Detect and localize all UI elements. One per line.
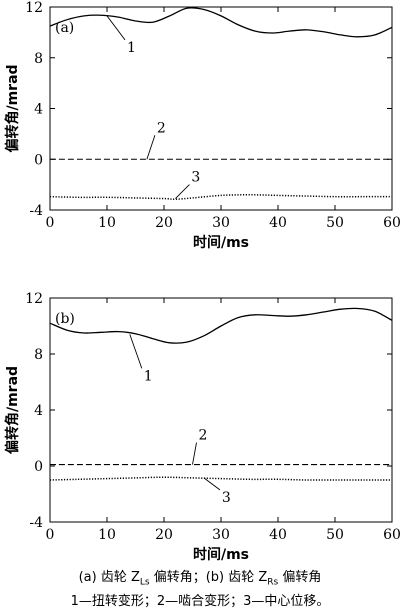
caption-a-subscript: Ls — [139, 577, 150, 588]
panel-label-b: (b) — [55, 311, 75, 327]
series-line-1-a — [49, 7, 393, 38]
x-tick-label-a: 40 — [269, 215, 287, 231]
y-tick-label-a: 8 — [34, 51, 43, 67]
x-axis-label-a: 时间/ms — [193, 234, 249, 251]
y-tick-label-a: 12 — [25, 0, 43, 16]
x-tick-label-b: 10 — [98, 527, 116, 543]
x-tick-label-b: 50 — [326, 527, 344, 543]
y-axis-label-a: 偏转角/mrad — [4, 64, 21, 152]
caption-b-tail: 偏转角 — [278, 570, 322, 585]
y-tick-label-a: -4 — [29, 203, 43, 219]
series-line-3-a — [49, 194, 392, 200]
caption-a-label: (a) 齿轮 Z — [78, 570, 140, 585]
annotation-leader-1-a — [106, 15, 126, 41]
x-tick-label-b: 30 — [212, 527, 230, 543]
annotation-leader-2-a — [146, 135, 156, 160]
annotation-leader-3-a — [175, 184, 190, 199]
annotation-label-2-a: 2 — [157, 120, 166, 136]
annotation-leader-1-b — [129, 334, 143, 369]
series-line-1-b — [49, 307, 393, 344]
figure-caption-line2: 1—扭转变形；2—啮合变形；3—中心位移。 — [70, 594, 330, 609]
annotation-label-3-b: 3 — [222, 490, 231, 506]
annotation-label-1-b: 1 — [144, 368, 153, 384]
x-tick-label-a: 0 — [46, 215, 55, 231]
y-tick-label-b: 4 — [34, 403, 43, 419]
x-tick-label-a: 50 — [326, 215, 344, 231]
y-axis-label-b: 偏转角/mrad — [4, 366, 21, 454]
x-tick-label-b: 0 — [46, 527, 55, 543]
y-tick-label-b: 8 — [34, 347, 43, 363]
y-tick-label-b: 0 — [34, 459, 43, 475]
annotation-label-2-b: 2 — [199, 428, 208, 444]
y-tick-label-b: -4 — [29, 515, 43, 531]
x-tick-label-b: 20 — [155, 527, 173, 543]
x-tick-label-b: 40 — [269, 527, 287, 543]
y-tick-label-a: 4 — [34, 102, 43, 118]
plot-frame-b — [49, 297, 393, 523]
y-tick-label-a: 0 — [34, 152, 43, 168]
annotation-leader-2-b — [192, 442, 197, 465]
x-tick-label-a: 60 — [383, 215, 400, 231]
y-tick-label-b: 12 — [25, 291, 43, 307]
panel-label-a: (a) — [55, 20, 74, 36]
annotation-leader-3-b — [203, 477, 221, 491]
caption-b-label: (b) 齿轮 Z — [205, 570, 268, 585]
series-line-3-b — [49, 476, 392, 481]
caption-b-subscript: Rs — [267, 577, 279, 588]
x-tick-label-a: 30 — [212, 215, 230, 231]
annotation-label-1-a: 1 — [127, 40, 136, 56]
caption-a-tail: 偏转角； — [149, 570, 206, 585]
figure-caption-line1: (a) 齿轮 ZLs 偏转角；(b) 齿轮 ZRs 偏转角 — [0, 566, 400, 588]
x-axis-label-b: 时间/ms — [193, 546, 249, 563]
x-tick-label-a: 10 — [98, 215, 116, 231]
annotation-label-3-a: 3 — [191, 170, 200, 186]
x-tick-label-b: 60 — [383, 527, 400, 543]
plot-frame-a — [49, 6, 393, 211]
x-tick-label-a: 20 — [155, 215, 173, 231]
